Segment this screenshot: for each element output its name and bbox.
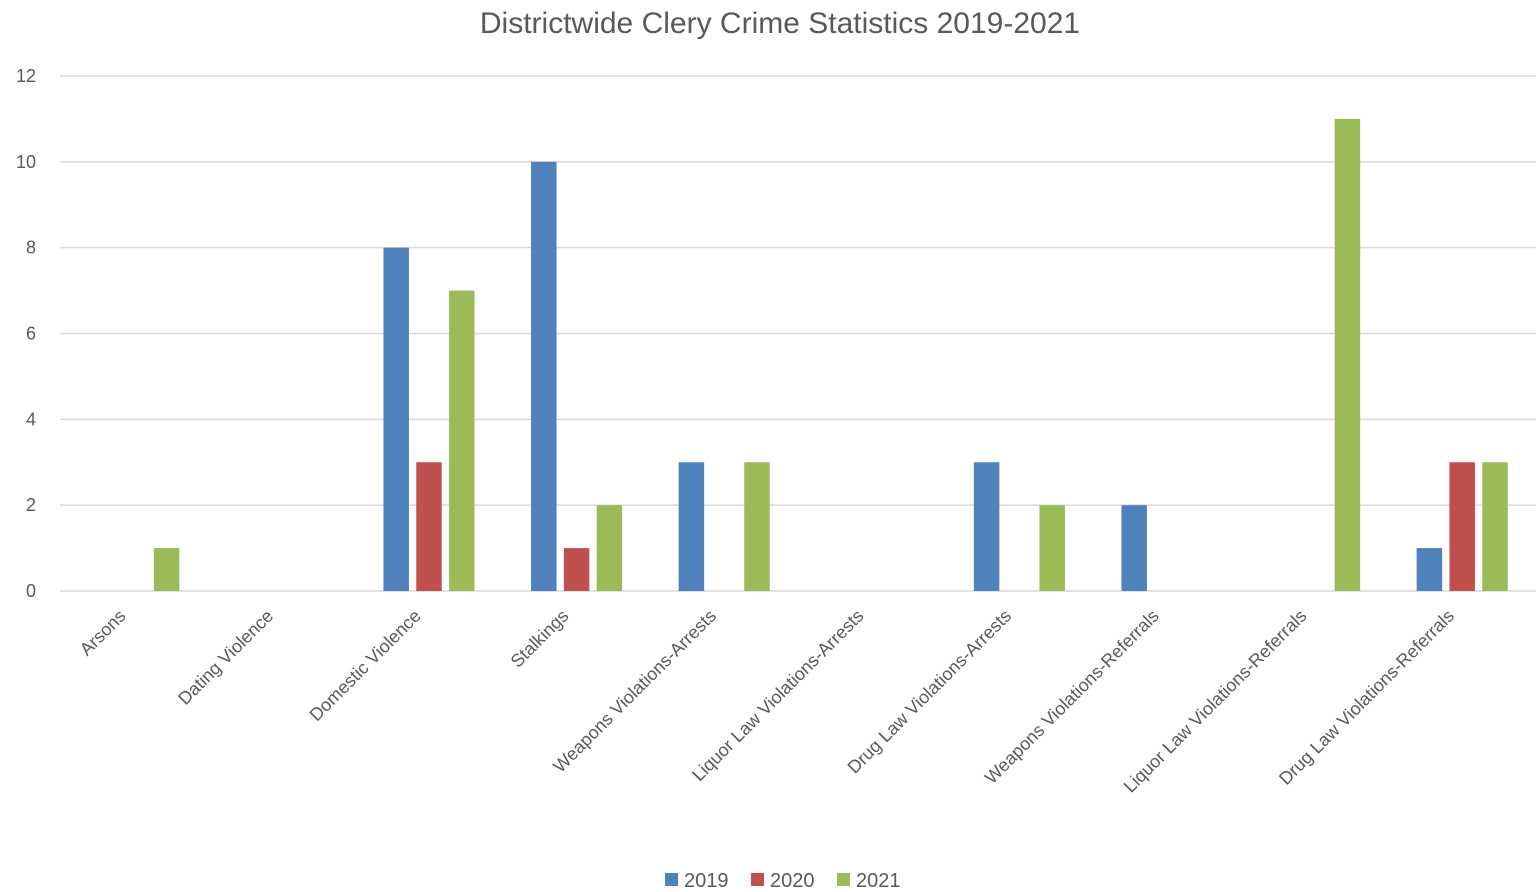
legend: 2019 2020 2021 <box>665 870 901 892</box>
bar-2020 <box>416 462 442 591</box>
legend-swatch-2020 <box>751 873 764 886</box>
bar-2019 <box>531 161 557 592</box>
bar-2021 <box>449 290 475 591</box>
x-category-label: Domestic Violence <box>306 606 425 725</box>
bar-2019 <box>973 462 1000 591</box>
legend-swatch-2019 <box>665 873 678 886</box>
y-axis-ticks: 0 2 4 6 8 10 12 <box>16 66 36 601</box>
bar-2021 <box>153 548 180 591</box>
bar-2021 <box>1482 462 1508 591</box>
bar-2019 <box>383 247 409 591</box>
x-category-label: Weapons Violations-Referrals <box>981 606 1163 788</box>
legend-label: 2020 <box>770 870 815 892</box>
y-tick-label: 2 <box>26 495 36 515</box>
legend-label: 2019 <box>684 870 729 892</box>
bar-2020 <box>563 548 590 591</box>
x-category-label: Stalkings <box>507 606 573 672</box>
x-axis-category-labels: Arsons Dating Violence Domestic Violence St… <box>76 606 1458 797</box>
x-category-label: Arsons <box>76 606 130 660</box>
bar-2019 <box>678 462 705 591</box>
bar-2020 <box>1449 462 1475 591</box>
chart-title: Districtwide Clery Crime Statistics 2019… <box>480 7 1080 40</box>
bar-2021 <box>744 462 770 591</box>
x-category-label: Weapons Violations-Arrests <box>549 606 720 777</box>
bars <box>153 118 1508 592</box>
x-category-label: Drug Law Violations-Arrests <box>844 606 1016 778</box>
y-tick-label: 10 <box>16 152 36 172</box>
y-tick-label: 0 <box>26 581 36 601</box>
y-tick-label: 6 <box>26 324 36 344</box>
x-category-label: Drug Law Violations-Referrals <box>1275 606 1458 789</box>
bar-2019 <box>1416 548 1443 591</box>
y-tick-label: 8 <box>26 238 36 258</box>
bar-2021 <box>1334 118 1361 592</box>
y-tick-label: 4 <box>26 409 36 429</box>
bar-2021 <box>1039 505 1065 591</box>
y-tick-label: 12 <box>16 66 36 86</box>
x-category-label: Liquor Law Violations-Arrests <box>688 606 867 785</box>
x-category-label: Dating Violence <box>174 606 277 709</box>
gridlines <box>60 75 1536 592</box>
legend-label: 2021 <box>856 870 901 892</box>
bar-2021 <box>596 505 623 591</box>
legend-swatch-2021 <box>837 873 850 886</box>
bar-2019 <box>1121 505 1147 591</box>
